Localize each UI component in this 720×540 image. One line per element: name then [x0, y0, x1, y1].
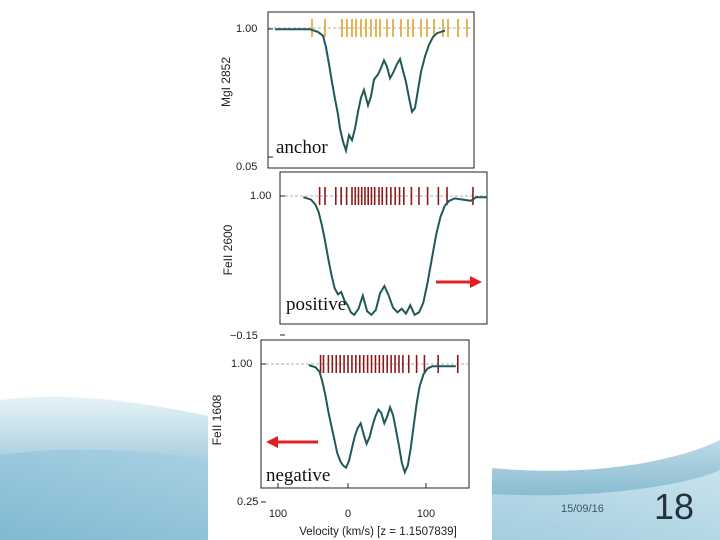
x-axis-label: Velocity (km/s) [z = 1.1507839] — [299, 526, 457, 538]
spectrum-model-line — [275, 28, 446, 155]
slide-date: 15/09/16 — [561, 503, 604, 515]
y-axis-label: MgI 2852 — [219, 57, 233, 107]
y-tick-label: 1.00 — [236, 23, 257, 35]
spectrum-model-line — [303, 196, 487, 317]
annotation-anchor: anchor — [276, 137, 328, 158]
plot-frame — [260, 339, 470, 489]
y-tick-label: 0.05 — [236, 161, 257, 173]
annotation-negative: negative — [266, 465, 330, 486]
y-tick-label: 1.00 — [250, 190, 271, 202]
arrow-head — [470, 276, 482, 288]
arrow-head — [266, 436, 278, 448]
y-tick-label: 0.25 — [237, 496, 258, 508]
spectrum-panel-2: 1.00 −0.15 FeII 2600 positive — [221, 171, 488, 342]
x-tick-label: 0 — [345, 508, 351, 520]
spectrum-panel-1: 1.00 0.05 MgI 2852 anchor — [219, 11, 475, 173]
x-tick-label: 100 — [417, 508, 435, 520]
spectrum-model-line — [308, 364, 456, 476]
y-tick-label: 1.00 — [231, 358, 252, 370]
y-axis-label: FeII 1608 — [210, 394, 224, 445]
slide-number: 18 — [654, 486, 695, 527]
y-tick-label: −0.15 — [230, 330, 258, 342]
annotation-positive: positive — [286, 294, 346, 315]
spectrum-panel-3: 1.00 0.25 FeII 1608 negative 100 0 100 Velocity… — [210, 339, 470, 538]
plot-frame — [279, 171, 488, 325]
plot-frame — [267, 11, 475, 169]
y-axis-label: FeII 2600 — [221, 224, 235, 275]
x-tick-label: 100 — [269, 508, 287, 520]
